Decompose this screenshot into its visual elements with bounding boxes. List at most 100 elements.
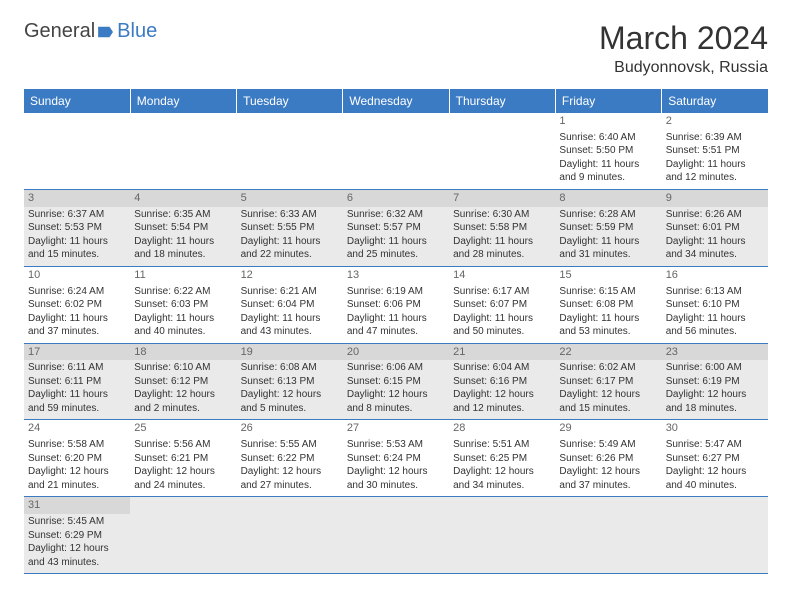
day-sunrise: Sunrise: 6:17 AM [453, 285, 551, 299]
calendar-table: Sunday Monday Tuesday Wednesday Thursday… [24, 89, 768, 574]
day-cell: 7Sunrise: 6:30 AMSunset: 5:58 PMDaylight… [449, 189, 555, 266]
day-sunset: Sunset: 6:13 PM [241, 375, 339, 389]
day-day1: Daylight: 12 hours [241, 388, 339, 402]
day-cell: 6Sunrise: 6:32 AMSunset: 5:57 PMDaylight… [343, 189, 449, 266]
weekday-thu: Thursday [449, 89, 555, 113]
day-number: 10 [28, 268, 126, 283]
logo-text-general: General [24, 20, 95, 43]
day-number: 15 [559, 268, 657, 283]
title-block: March 2024 Budyonnovsk, Russia [599, 20, 768, 77]
day-day1: Daylight: 11 hours [241, 235, 339, 249]
blank-cell [237, 113, 343, 189]
day-sunset: Sunset: 6:07 PM [453, 298, 551, 312]
day-cell: 8Sunrise: 6:28 AMSunset: 5:59 PMDaylight… [555, 189, 661, 266]
day-day2: and 37 minutes. [559, 479, 657, 493]
day-number: 31 [28, 498, 126, 513]
day-day1: Daylight: 12 hours [241, 465, 339, 479]
day-sunset: Sunset: 6:12 PM [134, 375, 232, 389]
day-sunrise: Sunrise: 5:51 AM [453, 438, 551, 452]
day-cell: 26Sunrise: 5:55 AMSunset: 6:22 PMDayligh… [237, 420, 343, 497]
day-day1: Daylight: 11 hours [134, 312, 232, 326]
location: Budyonnovsk, Russia [599, 59, 768, 77]
day-sunset: Sunset: 5:58 PM [453, 221, 551, 235]
day-cell: 22Sunrise: 6:02 AMSunset: 6:17 PMDayligh… [555, 343, 661, 420]
day-sunrise: Sunrise: 5:58 AM [28, 438, 126, 452]
day-sunrise: Sunrise: 6:13 AM [666, 285, 764, 299]
day-cell: 12Sunrise: 6:21 AMSunset: 6:04 PMDayligh… [237, 266, 343, 343]
blank-cell [130, 497, 236, 574]
day-number: 30 [666, 421, 764, 436]
weekday-mon: Monday [130, 89, 236, 113]
day-number: 22 [559, 345, 657, 360]
day-cell: 11Sunrise: 6:22 AMSunset: 6:03 PMDayligh… [130, 266, 236, 343]
blank-cell [449, 497, 555, 574]
day-number: 9 [666, 191, 764, 206]
day-day2: and 18 minutes. [134, 248, 232, 262]
day-number: 5 [241, 191, 339, 206]
day-number: 6 [347, 191, 445, 206]
day-day1: Daylight: 11 hours [559, 312, 657, 326]
day-day1: Daylight: 11 hours [666, 235, 764, 249]
day-day1: Daylight: 12 hours [28, 465, 126, 479]
day-sunset: Sunset: 6:29 PM [28, 529, 126, 543]
blank-cell [343, 113, 449, 189]
day-day1: Daylight: 11 hours [347, 235, 445, 249]
day-number: 28 [453, 421, 551, 436]
day-number: 2 [666, 114, 764, 129]
day-day1: Daylight: 12 hours [559, 465, 657, 479]
day-day1: Daylight: 12 hours [28, 542, 126, 556]
day-sunset: Sunset: 5:57 PM [347, 221, 445, 235]
day-sunset: Sunset: 6:04 PM [241, 298, 339, 312]
day-sunset: Sunset: 5:54 PM [134, 221, 232, 235]
day-day1: Daylight: 11 hours [28, 312, 126, 326]
month-title: March 2024 [599, 20, 768, 57]
day-day1: Daylight: 11 hours [28, 235, 126, 249]
header: General Blue March 2024 Budyonnovsk, Rus… [24, 20, 768, 77]
blank-cell [662, 497, 768, 574]
day-day1: Daylight: 12 hours [134, 465, 232, 479]
day-sunset: Sunset: 6:11 PM [28, 375, 126, 389]
day-day2: and 47 minutes. [347, 325, 445, 339]
day-number: 20 [347, 345, 445, 360]
day-day2: and 22 minutes. [241, 248, 339, 262]
day-day2: and 5 minutes. [241, 402, 339, 416]
day-number: 17 [28, 345, 126, 360]
day-sunset: Sunset: 5:59 PM [559, 221, 657, 235]
day-sunrise: Sunrise: 5:47 AM [666, 438, 764, 452]
day-day1: Daylight: 11 hours [666, 312, 764, 326]
day-day2: and 9 minutes. [559, 171, 657, 185]
day-cell: 5Sunrise: 6:33 AMSunset: 5:55 PMDaylight… [237, 189, 343, 266]
day-sunset: Sunset: 6:24 PM [347, 452, 445, 466]
day-sunset: Sunset: 6:01 PM [666, 221, 764, 235]
day-number: 12 [241, 268, 339, 283]
day-day2: and 25 minutes. [347, 248, 445, 262]
day-sunset: Sunset: 6:21 PM [134, 452, 232, 466]
day-sunset: Sunset: 6:16 PM [453, 375, 551, 389]
day-sunrise: Sunrise: 5:49 AM [559, 438, 657, 452]
day-day1: Daylight: 12 hours [666, 388, 764, 402]
day-day2: and 37 minutes. [28, 325, 126, 339]
day-sunset: Sunset: 6:26 PM [559, 452, 657, 466]
day-day1: Daylight: 12 hours [134, 388, 232, 402]
day-day2: and 40 minutes. [666, 479, 764, 493]
day-day2: and 15 minutes. [559, 402, 657, 416]
day-sunset: Sunset: 5:51 PM [666, 144, 764, 158]
day-day2: and 8 minutes. [347, 402, 445, 416]
day-sunrise: Sunrise: 6:39 AM [666, 131, 764, 145]
day-day1: Daylight: 12 hours [453, 465, 551, 479]
day-sunrise: Sunrise: 6:22 AM [134, 285, 232, 299]
day-cell: 14Sunrise: 6:17 AMSunset: 6:07 PMDayligh… [449, 266, 555, 343]
day-cell: 21Sunrise: 6:04 AMSunset: 6:16 PMDayligh… [449, 343, 555, 420]
day-cell: 19Sunrise: 6:08 AMSunset: 6:13 PMDayligh… [237, 343, 343, 420]
day-sunrise: Sunrise: 6:10 AM [134, 361, 232, 375]
weekday-header-row: Sunday Monday Tuesday Wednesday Thursday… [24, 89, 768, 113]
day-day2: and 30 minutes. [347, 479, 445, 493]
day-day2: and 34 minutes. [666, 248, 764, 262]
day-day1: Daylight: 12 hours [666, 465, 764, 479]
day-sunset: Sunset: 6:10 PM [666, 298, 764, 312]
weekday-tue: Tuesday [237, 89, 343, 113]
day-day2: and 40 minutes. [134, 325, 232, 339]
day-cell: 10Sunrise: 6:24 AMSunset: 6:02 PMDayligh… [24, 266, 130, 343]
day-cell: 13Sunrise: 6:19 AMSunset: 6:06 PMDayligh… [343, 266, 449, 343]
day-sunset: Sunset: 6:22 PM [241, 452, 339, 466]
